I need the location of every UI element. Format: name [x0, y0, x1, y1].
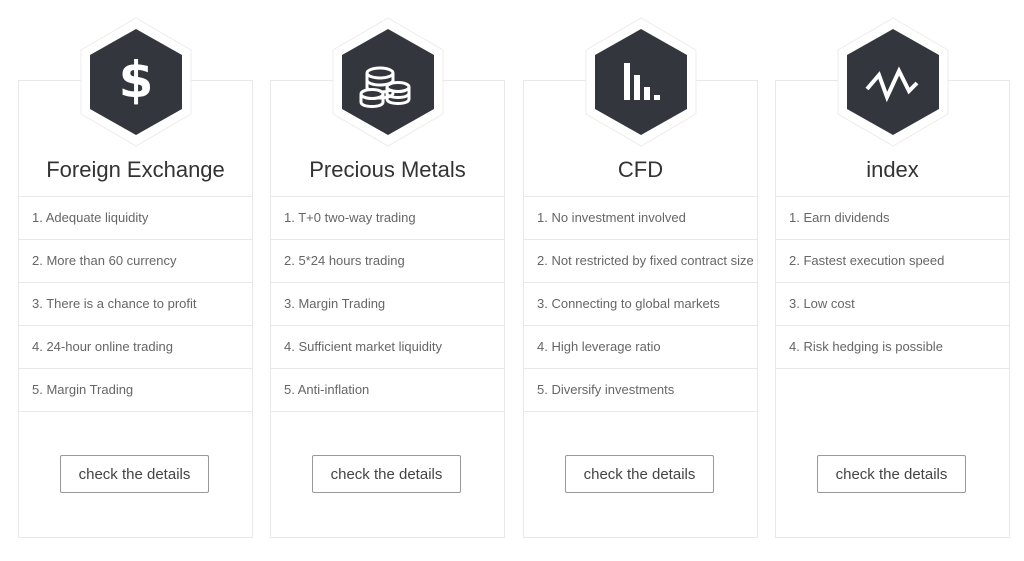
dollar-icon: $: [80, 17, 192, 147]
feature-item: 2. 5*24 hours trading: [271, 240, 504, 283]
feature-item: 5. Diversify investments: [524, 369, 757, 412]
pulse-line-icon: [837, 17, 949, 147]
feature-list: 1. Adequate liquidity 2. More than 60 cur…: [19, 196, 252, 412]
feature-list: 1. Earn dividends 2. Fastest execution sp…: [776, 196, 1009, 369]
check-details-button[interactable]: check the details: [312, 455, 461, 493]
feature-item: 4. 24-hour online trading: [19, 326, 252, 369]
feature-item: 4. High leverage ratio: [524, 326, 757, 369]
feature-item: 2. Not restricted by fixed contract size: [524, 240, 757, 283]
feature-item: 3. There is a chance to profit: [19, 283, 252, 326]
feature-item: 5. Margin Trading: [19, 369, 252, 412]
feature-item: 1. No investment involved: [524, 197, 757, 240]
feature-item: 1. T+0 two-way trading: [271, 197, 504, 240]
feature-item: 2. More than 60 currency: [19, 240, 252, 283]
card-title: CFD: [617, 157, 664, 182]
product-card: Precious Metals 1. T+0 two-way trading 2.…: [270, 17, 505, 538]
feature-list: 1. No investment involved 2. Not restrict…: [524, 196, 757, 412]
check-details-button[interactable]: check the details: [817, 455, 966, 493]
bar-chart-icon: [585, 17, 697, 147]
feature-item: 4. Risk hedging is possible: [776, 326, 1009, 369]
feature-list: 1. T+0 two-way trading 2. 5*24 hours trad…: [271, 196, 504, 412]
product-card: index 1. Earn dividends 2. Fastest execut…: [775, 17, 1010, 538]
feature-item: 3. Connecting to global markets: [524, 283, 757, 326]
feature-item: 5. Anti-inflation: [271, 369, 504, 412]
feature-item: 3. Low cost: [776, 283, 1009, 326]
card-title: Precious Metals: [309, 157, 466, 182]
svg-text:$: $: [119, 51, 154, 109]
feature-item: 4. Sufficient market liquidity: [271, 326, 504, 369]
coins-icon: [332, 17, 444, 147]
check-details-button[interactable]: check the details: [60, 455, 209, 493]
feature-item: 2. Fastest execution speed: [776, 240, 1009, 283]
card-title: Foreign Exchange: [46, 157, 225, 182]
product-card: $ Foreign Exchange 1. Adequate liquidity…: [18, 17, 253, 538]
feature-item: 1. Earn dividends: [776, 197, 1009, 240]
feature-item: 1. Adequate liquidity: [19, 197, 252, 240]
product-card: CFD 1. No investment involved 2. Not rest…: [523, 17, 758, 538]
check-details-button[interactable]: check the details: [565, 455, 714, 493]
card-title: index: [866, 157, 919, 182]
feature-item: 3. Margin Trading: [271, 283, 504, 326]
